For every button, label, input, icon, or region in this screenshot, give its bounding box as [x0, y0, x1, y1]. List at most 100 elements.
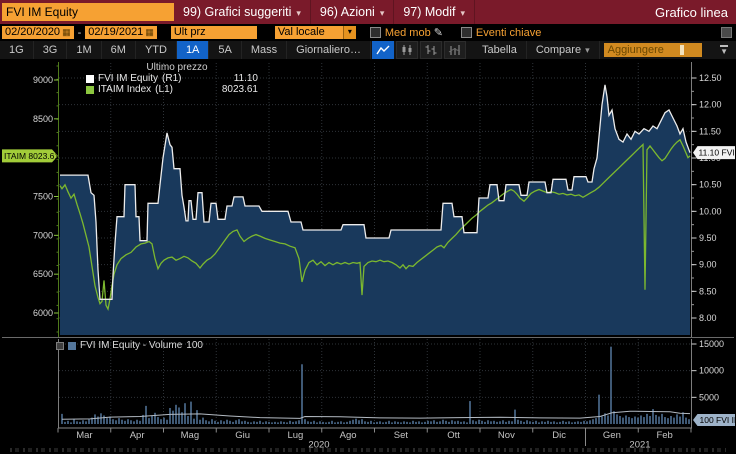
chevron-down-icon [375, 5, 385, 19]
legend-title: Ultimo prezzo [146, 62, 208, 73]
compare-button[interactable]: Compare [527, 41, 600, 59]
svg-text:8500: 8500 [33, 114, 53, 124]
date-from-value: 02/20/2020 [5, 26, 61, 38]
range-1g-button[interactable]: 1G [0, 41, 34, 59]
svg-text:6500: 6500 [33, 269, 53, 279]
svg-text:Set: Set [394, 430, 409, 441]
menu-azioni[interactable]: 96) Azioni [311, 0, 395, 24]
collapse-panel-icon[interactable]: ▼ [720, 44, 728, 56]
line-chart-icon[interactable] [371, 41, 394, 59]
range-5a-button[interactable]: 5A [209, 41, 242, 59]
calendar-icon[interactable] [60, 26, 71, 38]
itaim-line [59, 138, 691, 312]
svg-text:2020: 2020 [308, 440, 329, 451]
svg-text:Mar: Mar [76, 430, 92, 441]
series-last-value: 8023.61 [221, 84, 258, 95]
price-legend: Ultimo prezzo FVI IM Equity (R1) 11.10 I… [86, 62, 258, 95]
svg-text:5000: 5000 [699, 392, 719, 402]
menu-grafici-suggeriti[interactable]: 99) Grafici suggeriti [174, 0, 311, 24]
volume-series [61, 346, 691, 424]
menu-label: 96) Azioni [319, 5, 375, 19]
svg-text:12.00: 12.00 [699, 100, 722, 110]
series-swatch-green [86, 85, 94, 94]
svg-text:10000: 10000 [699, 366, 724, 376]
ticker-input[interactable]: FVI IM Equity [2, 3, 174, 21]
page-title: Grafico linea [655, 4, 728, 20]
key-events-label: Eventi chiave [475, 26, 542, 39]
legend-item-itaim[interactable]: ITAIM Index (L1) 8023.61 [86, 84, 258, 95]
chevron-down-icon [581, 44, 590, 56]
collapse-icon[interactable] [56, 341, 64, 350]
range-3g-button[interactable]: 3G [34, 41, 68, 59]
series-name: ITAIM Index [98, 84, 152, 95]
currency-value: Val locale [274, 26, 343, 39]
add-security-placeholder: Aggiungere [607, 44, 664, 56]
chart-canvas[interactable]: 9000 8500 7500 7000 6500 6000 12.50 12.00 11.50 1… [0, 59, 736, 454]
tabella-button[interactable]: Tabella [473, 41, 527, 59]
svg-text:Apr: Apr [130, 430, 145, 441]
period-select[interactable]: Giornaliero… [287, 41, 371, 59]
date-from-input[interactable]: 02/20/2020 [2, 26, 74, 39]
svg-text:Ott: Ott [447, 430, 460, 441]
candlestick-icon[interactable] [395, 41, 418, 59]
fvi-line [60, 84, 691, 300]
pencil-icon[interactable] [431, 26, 443, 39]
volume-swatch [68, 341, 76, 350]
add-security-input[interactable]: Aggiungere [603, 43, 702, 57]
currency-select[interactable]: Val locale ▾ [274, 26, 356, 39]
svg-text:10.00: 10.00 [699, 206, 722, 216]
calendar-icon[interactable] [143, 26, 154, 38]
chart-toolbar: 1G 3G 1M 6M YTD 1A 5A Mass Giornaliero… … [0, 41, 736, 60]
svg-text:Ago: Ago [340, 430, 357, 441]
bar-trend-icon[interactable] [443, 41, 466, 59]
svg-text:12.50: 12.50 [699, 73, 722, 83]
price-field-input[interactable]: Ult prz [170, 26, 257, 39]
range-6m-button[interactable]: 6M [102, 41, 136, 59]
svg-text:Gen: Gen [603, 430, 621, 441]
range-mass-button[interactable]: Mass [242, 41, 288, 59]
compare-label: Compare [535, 44, 582, 56]
svg-text:100 FVI IM: 100 FVI IM [700, 415, 736, 425]
volume-last-value: 100 [186, 340, 203, 351]
range-ytd-button[interactable]: YTD [136, 41, 177, 59]
svg-text:ITAIM 8023.61: ITAIM 8023.61 [4, 151, 59, 161]
fvi-badge [693, 146, 735, 160]
series-axis: (R1) [162, 73, 182, 84]
svg-text:Lug: Lug [287, 430, 303, 441]
chevron-down-icon [291, 5, 301, 19]
text-cursor [679, 45, 684, 55]
chevron-down-icon[interactable]: ▾ [342, 26, 356, 39]
footer-strip [10, 448, 726, 452]
field-bar: 02/20/2020 - 02/19/2021 Ult prz Val loca… [0, 24, 736, 41]
svg-text:9.50: 9.50 [699, 233, 717, 243]
axes [2, 62, 734, 446]
svg-text:7000: 7000 [33, 230, 53, 240]
range-1m-button[interactable]: 1M [67, 41, 102, 59]
range-1a-button[interactable]: 1A [176, 41, 210, 59]
svg-text:11.50: 11.50 [699, 126, 721, 136]
svg-text:15000: 15000 [699, 339, 724, 349]
series-name: FVI IM Equity [98, 73, 159, 84]
svg-text:Giu: Giu [235, 430, 250, 441]
menu-modif[interactable]: 97) Modif [394, 0, 475, 24]
svg-text:2021: 2021 [629, 440, 650, 451]
date-to-value: 02/19/2021 [88, 26, 144, 38]
menu-label: 97) Modif [403, 5, 456, 19]
legend-item-fvi[interactable]: FVI IM Equity (R1) 11.10 [86, 73, 258, 84]
volume-legend[interactable]: FVI IM Equity - Volume 100 [56, 340, 203, 351]
price-badges: ITAIM 8023.61 11.10 FVI IM 100 FVI IM [2, 146, 736, 426]
svg-text:9000: 9000 [33, 75, 53, 85]
series-axis: (L1) [155, 84, 173, 95]
moving-avg-checkbox[interactable] [369, 27, 381, 38]
ohlc-bars-icon[interactable] [419, 41, 442, 59]
panel-icon[interactable] [721, 27, 732, 38]
key-events-checkbox[interactable] [460, 27, 472, 38]
date-to-input[interactable]: 02/19/2021 [85, 26, 157, 39]
svg-text:8.50: 8.50 [699, 286, 717, 296]
price-series [59, 84, 691, 336]
svg-text:Dic: Dic [552, 430, 566, 441]
svg-text:9.00: 9.00 [699, 260, 717, 270]
svg-text:6000: 6000 [33, 308, 53, 318]
svg-text:Feb: Feb [656, 430, 672, 441]
